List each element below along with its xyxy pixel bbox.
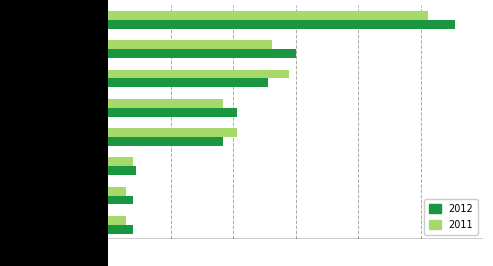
Bar <box>108 99 223 108</box>
Bar <box>108 108 237 117</box>
Bar <box>108 196 133 204</box>
Bar <box>108 187 126 196</box>
Bar <box>108 40 272 49</box>
Bar <box>108 70 289 78</box>
Bar <box>108 225 133 234</box>
Bar <box>108 78 268 87</box>
Bar <box>108 128 237 137</box>
Bar <box>108 20 456 29</box>
Bar <box>108 216 126 225</box>
Bar <box>108 49 296 58</box>
Bar <box>108 137 223 146</box>
Legend: 2012, 2011: 2012, 2011 <box>424 199 478 235</box>
Bar <box>108 166 136 175</box>
Bar <box>108 11 427 20</box>
Bar <box>108 157 133 166</box>
